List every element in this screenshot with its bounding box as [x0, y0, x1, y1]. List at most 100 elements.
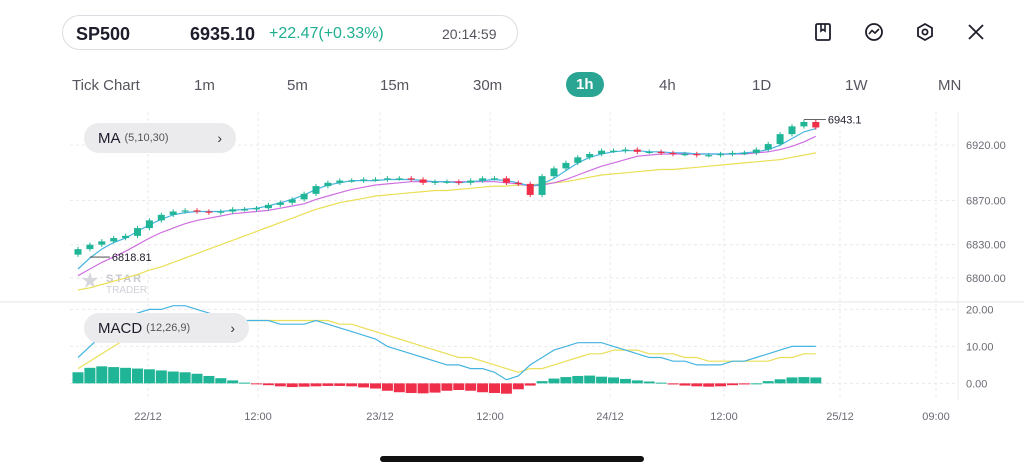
macd-bar-negative: [322, 383, 334, 386]
timeframe-15m[interactable]: 15m: [380, 77, 410, 94]
ma-indicator-button[interactable]: MA (5,10,30) ›: [84, 123, 236, 153]
macd-bar-negative: [441, 383, 453, 391]
timeframe-4h[interactable]: 4h: [659, 77, 676, 94]
macd-indicator-button[interactable]: MACD (12,26,9) ›: [84, 313, 249, 343]
candle-down: [205, 211, 213, 213]
candle-up: [264, 204, 272, 209]
macd-bar-positive: [72, 372, 84, 384]
candle-down: [419, 179, 427, 183]
timeframe-30m[interactable]: 30m: [473, 77, 503, 94]
macd-bar-negative: [358, 383, 370, 388]
macd-bar-negative: [405, 383, 417, 393]
high-price-label: 6943.1: [828, 115, 862, 127]
macd-bar-negative: [500, 383, 512, 394]
candle-up: [764, 144, 772, 150]
macd-bar-positive: [608, 377, 619, 384]
macd-bar-negative: [703, 383, 715, 387]
candle-up: [276, 202, 284, 205]
price-axis-label: 6870.00: [966, 195, 1006, 207]
macd-bar-positive: [572, 375, 584, 384]
macd-axis-label: 10.00: [966, 341, 994, 353]
candle-up: [300, 193, 308, 200]
timeframe-bar: Tick Chart 1m 5m 15m 30m 1h 4h 1D 1W MN: [0, 70, 1024, 100]
symbol-name[interactable]: SP500: [76, 24, 131, 44]
candle-up: [431, 181, 439, 183]
macd-bar-positive: [584, 375, 596, 384]
candle-up: [86, 244, 94, 250]
price-axis-label: 6830.00: [966, 240, 1006, 252]
candle-up: [169, 211, 177, 215]
candle-up: [348, 180, 356, 182]
time-axis-label: 25/12: [826, 411, 854, 423]
timeframe-1d[interactable]: 1D: [752, 77, 772, 94]
ma-indicator-params: (5,10,30): [124, 132, 169, 144]
macd-bar-negative: [679, 383, 691, 386]
candle-down: [455, 181, 463, 183]
price-change: +22.47(+0.33%): [269, 25, 384, 42]
macd-bar-negative: [286, 383, 298, 388]
macd-bar-negative: [512, 383, 524, 390]
time-axis-label: 23/12: [366, 411, 394, 423]
candle-up: [134, 228, 141, 236]
candle-up: [538, 176, 546, 195]
candle-down: [502, 178, 510, 183]
time-axis-label: 09:00: [922, 411, 950, 423]
time-axis-label: 12:00: [476, 411, 504, 423]
macd-bar-negative: [691, 383, 703, 387]
candle-up: [372, 179, 379, 181]
macd-bar-negative: [489, 383, 500, 393]
macd-bar-positive: [536, 381, 548, 384]
macd-bar-positive: [227, 380, 239, 384]
candle-up: [324, 182, 332, 187]
price-axis-label: 6920.00: [966, 140, 1006, 152]
candle-up: [800, 121, 808, 127]
candle-up: [705, 155, 713, 157]
close-icon[interactable]: [966, 22, 986, 42]
timeframe-mn[interactable]: MN: [938, 77, 962, 94]
time-axis-label: 12:00: [710, 411, 738, 423]
home-indicator: [380, 456, 644, 462]
timeframe-tick-chart[interactable]: Tick Chart: [72, 77, 140, 94]
macd-bar-negative: [453, 383, 465, 391]
candle-down: [407, 178, 415, 180]
price-axis-label: 6800.00: [966, 273, 1006, 285]
candle-up: [586, 154, 594, 158]
macd-bar-positive: [560, 377, 572, 384]
candle-up: [253, 208, 260, 210]
macd-bar-positive: [596, 376, 608, 384]
macd-bar-negative: [370, 383, 381, 389]
candle-up: [383, 178, 391, 180]
chevron-right-icon: ›: [217, 130, 222, 146]
macd-bar-negative: [465, 383, 477, 391]
time-axis-label: 22/12: [134, 411, 162, 423]
candle-up: [74, 249, 82, 255]
trend-chart-icon[interactable]: [864, 22, 884, 42]
macd-bar-positive: [239, 382, 251, 384]
timeframe-1m[interactable]: 1m: [194, 77, 215, 94]
macd-bar-positive: [143, 369, 155, 384]
macd-bar-positive: [619, 378, 631, 384]
bookmark-icon[interactable]: [813, 22, 833, 42]
candle-down: [812, 121, 820, 128]
candle-up: [443, 181, 451, 183]
last-price: 6935.10: [190, 24, 256, 44]
macd-bar-negative: [477, 383, 489, 393]
settings-hex-icon[interactable]: [915, 22, 935, 42]
macd-bar-negative: [429, 383, 441, 393]
ma-indicator-name: MA: [98, 129, 121, 147]
macd-axis-label: 20.00: [966, 304, 994, 316]
timeframe-1w[interactable]: 1W: [845, 77, 868, 94]
macd-dif-line: [77, 305, 816, 381]
macd-bar-negative: [715, 383, 727, 387]
candle-up: [610, 150, 617, 152]
timeframe-1h[interactable]: 1h: [566, 72, 604, 97]
macd-bar-positive: [132, 368, 143, 384]
candle-up: [621, 149, 629, 151]
macd-bar-negative: [262, 383, 274, 386]
candle-up: [98, 241, 106, 245]
timeframe-5m[interactable]: 5m: [287, 77, 308, 94]
low-price-label: 6818.81: [112, 252, 152, 264]
candle-up: [110, 238, 118, 242]
candle-down: [669, 152, 677, 155]
